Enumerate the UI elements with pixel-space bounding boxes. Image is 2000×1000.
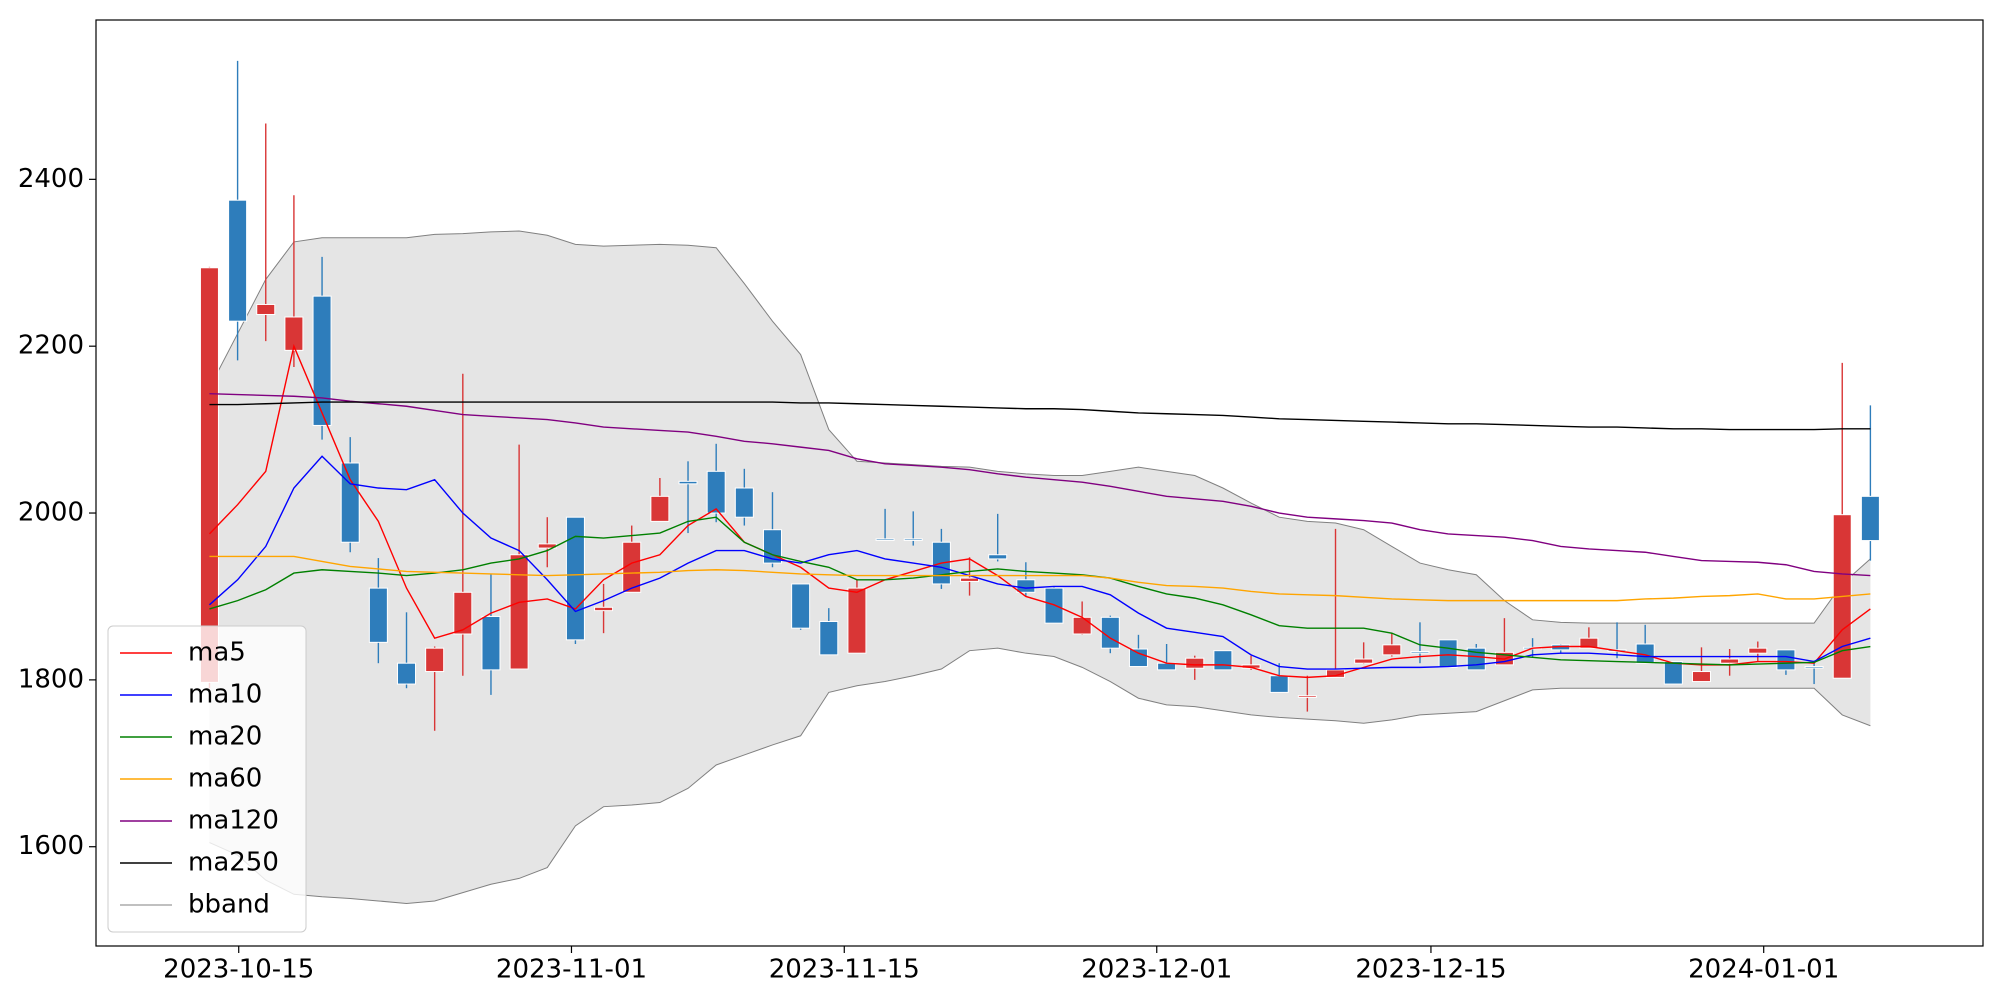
x-tick-label: 2023-11-15 (769, 955, 920, 985)
y-tick-label: 1800 (18, 664, 84, 694)
candle-body (903, 538, 923, 541)
bband-lower (209, 647, 1871, 904)
candle-body (875, 538, 895, 541)
candle-body (622, 541, 642, 593)
legend-label: ma10 (188, 680, 262, 710)
candle-body (340, 462, 360, 543)
candle-body (706, 470, 726, 514)
candle-body (1438, 639, 1458, 668)
bband-upper (209, 230, 1871, 624)
x-tick-label: 2023-10-15 (163, 955, 314, 985)
candle-body (481, 615, 501, 671)
candle-body (1269, 675, 1289, 693)
candle-body (1776, 649, 1796, 671)
candle-body (284, 316, 304, 351)
ma-line (208, 455, 1871, 670)
candle-body (397, 662, 417, 685)
candle-body (650, 495, 670, 522)
candle-body (368, 587, 388, 643)
candle-body (565, 516, 585, 641)
candle-body (1128, 648, 1148, 668)
y-tick-label: 1600 (18, 831, 84, 861)
candle-body (1691, 671, 1711, 683)
ma-line (209, 393, 1871, 577)
y-tick-label: 2000 (18, 498, 84, 528)
legend-label: ma5 (188, 638, 246, 668)
candle-body (312, 295, 332, 426)
candle-body (988, 554, 1008, 560)
x-tick-label: 2023-12-01 (1081, 955, 1232, 985)
x-tick-label: 2023-11-01 (496, 955, 647, 985)
candle-body (199, 267, 219, 683)
x-tick-label: 2023-12-15 (1355, 955, 1506, 985)
candle-body (1382, 644, 1402, 656)
candle-body (228, 199, 248, 322)
candle-body (256, 303, 276, 315)
x-tick-label: 2024-01-01 (1688, 955, 1839, 985)
ma-line (209, 555, 1871, 602)
candle-body (1720, 658, 1740, 664)
candle-body (1072, 616, 1092, 635)
legend-label: bband (188, 890, 270, 920)
candle-body (1213, 650, 1233, 671)
candle-body (819, 620, 839, 656)
candle-body (453, 591, 473, 635)
candle-body (1044, 587, 1064, 624)
candle-body (1410, 651, 1430, 654)
candle-body (678, 480, 698, 485)
legend-label: ma20 (188, 722, 262, 752)
plot-frame (95, 19, 1984, 947)
legend-label: ma250 (188, 848, 279, 878)
candle-body (847, 587, 867, 654)
candle-body (1185, 657, 1205, 669)
legend-label: ma120 (188, 806, 279, 836)
candle-body (1354, 658, 1374, 664)
bband-area (209, 231, 1871, 904)
ma-line (209, 516, 1871, 666)
candle-body (762, 529, 782, 564)
legend-box (107, 625, 307, 933)
candle-body (791, 583, 811, 629)
y-tick-label: 2400 (18, 164, 84, 194)
legend: ma5 ma10 ma20 ma60 ma120 ma250 bband (107, 625, 307, 933)
ma-line (209, 401, 1871, 431)
candle-body (1748, 647, 1768, 654)
candle-body (1297, 695, 1317, 698)
candle-body (734, 487, 754, 518)
candle-body (594, 606, 614, 612)
candle-body (960, 577, 980, 582)
candle-body (1663, 661, 1683, 685)
legend-label: ma60 (188, 764, 262, 794)
y-tick-label: 2200 (18, 331, 84, 361)
candle-body (509, 554, 529, 670)
candle-body (1860, 495, 1880, 542)
candle-body (1804, 666, 1824, 669)
candle-body (1579, 637, 1599, 649)
candle-body (425, 647, 445, 673)
candle-body (1016, 579, 1036, 593)
ma-line (208, 343, 1871, 679)
